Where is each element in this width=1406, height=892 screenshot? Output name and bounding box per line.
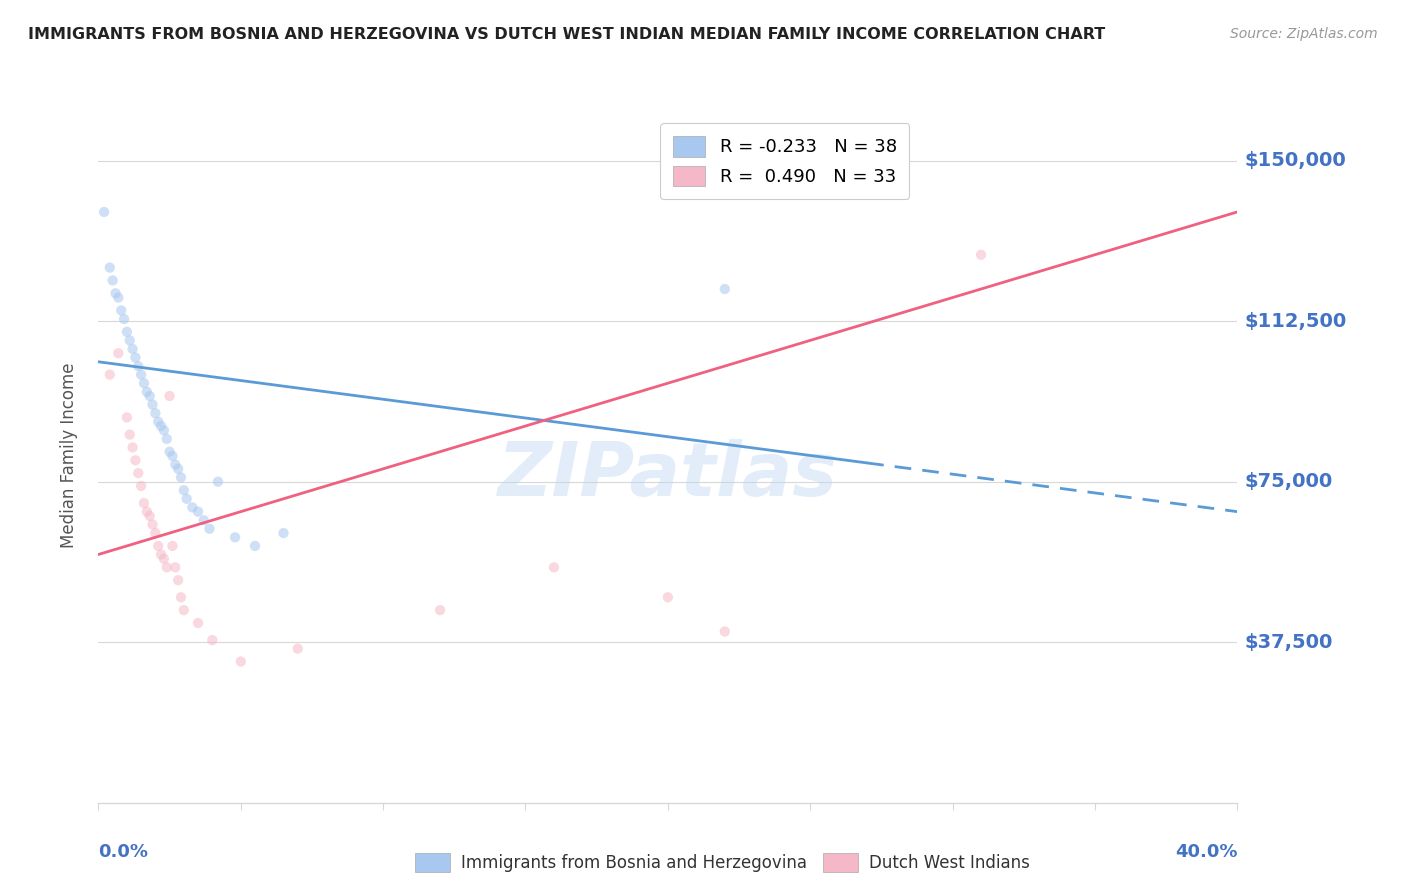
Point [141,517,163,532]
Point [156,432,179,446]
Point [132,376,155,391]
Point [173,603,195,617]
Point [159,389,181,403]
Text: 40.0%: 40.0% [1175,843,1237,861]
Text: 0.0%: 0.0% [98,843,149,861]
Point [145,526,167,541]
Text: $37,500: $37,500 [1244,632,1333,652]
Point [799,153,821,168]
Point [243,539,266,553]
Point [165,458,187,472]
Point [187,505,209,519]
Point [153,551,176,566]
Point [148,415,170,429]
Text: Dutch West Indians: Dutch West Indians [869,854,1029,871]
Point [287,641,309,656]
Point [138,508,160,523]
Point [229,655,252,669]
Point [104,286,127,301]
Point [159,444,181,458]
Point [224,530,246,544]
Legend: R = -0.233   N = 38, R =  0.490   N = 33: R = -0.233 N = 38, R = 0.490 N = 33 [659,123,910,199]
Point [167,573,190,587]
Point [176,491,198,506]
Point [107,346,129,360]
Point [132,496,155,510]
Point [429,603,451,617]
Point [201,633,224,648]
Point [148,539,170,553]
Text: Source: ZipAtlas.com: Source: ZipAtlas.com [1230,27,1378,41]
Point [129,368,152,382]
Point [714,282,737,296]
Point [135,384,157,399]
Point [127,466,149,480]
Point [145,406,167,420]
Text: $150,000: $150,000 [1244,151,1346,170]
Point [543,560,565,574]
Point [118,334,141,348]
Point [187,615,209,630]
Point [98,260,121,275]
Point [112,312,135,326]
Point [107,291,129,305]
Point [150,419,173,434]
Point [193,513,215,527]
Point [162,449,184,463]
Point [141,398,163,412]
Text: Immigrants from Bosnia and Herzegovina: Immigrants from Bosnia and Herzegovina [461,854,807,871]
Point [150,548,173,562]
Point [170,470,193,484]
Point [970,248,993,262]
Text: IMMIGRANTS FROM BOSNIA AND HERZEGOVINA VS DUTCH WEST INDIAN MEDIAN FAMILY INCOME: IMMIGRANTS FROM BOSNIA AND HERZEGOVINA V… [28,27,1105,42]
Point [167,462,190,476]
Point [115,325,138,339]
Point [129,479,152,493]
Point [124,351,146,365]
Point [101,273,124,287]
Point [124,453,146,467]
Text: ZIPatlas: ZIPatlas [498,439,838,512]
Y-axis label: Median Family Income: Median Family Income [59,362,77,548]
Point [207,475,229,489]
Point [135,505,157,519]
Point [273,526,295,541]
Point [165,560,187,574]
Point [657,591,679,605]
Text: $112,500: $112,500 [1244,311,1347,331]
Point [198,522,221,536]
Point [170,591,193,605]
Point [138,389,160,403]
Point [98,368,121,382]
Point [121,441,143,455]
Point [181,500,204,515]
Point [714,624,737,639]
Point [110,303,132,318]
Point [162,539,184,553]
Point [173,483,195,498]
Point [93,205,115,219]
Point [153,423,176,437]
Point [156,560,179,574]
Point [121,342,143,356]
Point [118,427,141,442]
Text: $75,000: $75,000 [1244,472,1333,491]
Point [115,410,138,425]
Point [127,359,149,373]
